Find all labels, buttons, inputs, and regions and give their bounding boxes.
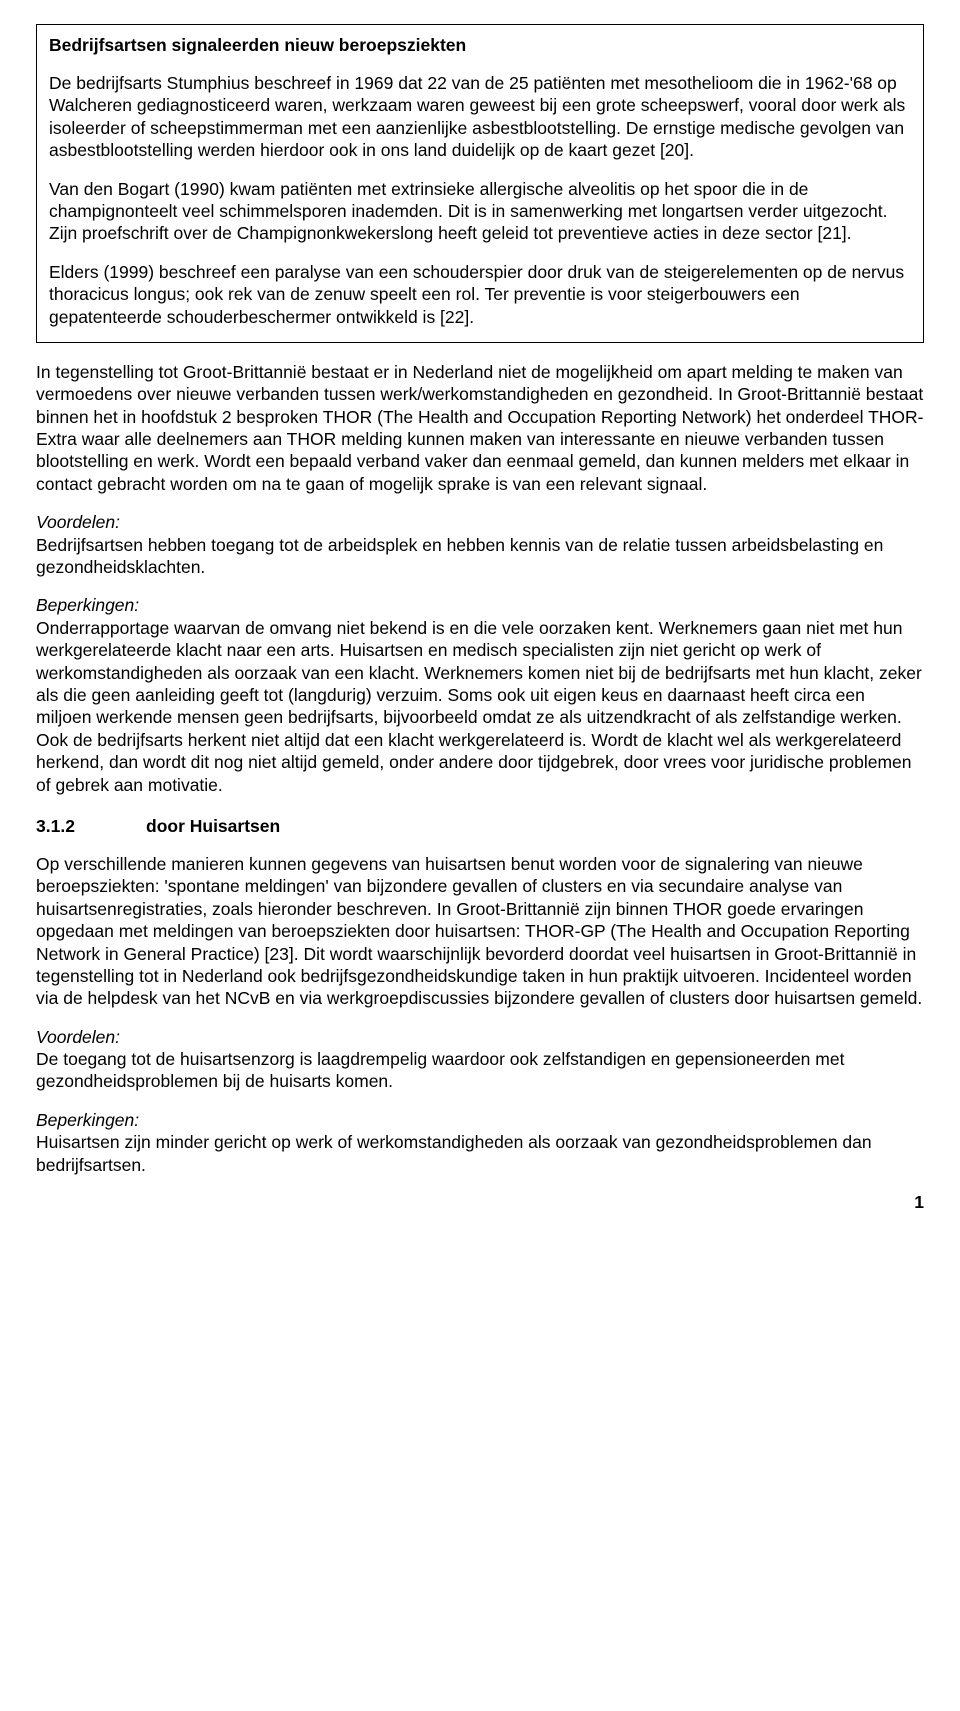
beperkingen-label: Beperkingen:: [36, 1109, 924, 1131]
voordelen-text: Bedrijfsartsen hebben toegang tot de arb…: [36, 534, 924, 579]
voordelen-label: Voordelen:: [36, 511, 924, 533]
callout-box: Bedrijfsartsen signaleerden nieuw beroep…: [36, 24, 924, 343]
document-page: Bedrijfsartsen signaleerden nieuw beroep…: [0, 0, 960, 1237]
beperkingen-text: Onderrapportage waarvan de omvang niet b…: [36, 617, 924, 796]
section-number: 3.1.2: [36, 816, 146, 837]
box-paragraph: Elders (1999) beschreef een paralyse van…: [49, 261, 911, 328]
voordelen-text: De toegang tot de huisartsenzorg is laag…: [36, 1048, 924, 1093]
section-paragraph: Op verschillende manieren kunnen gegeven…: [36, 853, 924, 1010]
beperkingen-label: Beperkingen:: [36, 594, 924, 616]
section-heading: 3.1.2door Huisartsen: [36, 816, 924, 837]
page-number: 1: [36, 1192, 924, 1213]
body-paragraph: In tegenstelling tot Groot-Brittannië be…: [36, 361, 924, 495]
beperkingen-text: Huisartsen zijn minder gericht op werk o…: [36, 1131, 924, 1176]
box-paragraph: De bedrijfsarts Stumphius beschreef in 1…: [49, 72, 911, 162]
voordelen-label: Voordelen:: [36, 1026, 924, 1048]
box-paragraph: Van den Bogart (1990) kwam patiënten met…: [49, 178, 911, 245]
section-title: door Huisartsen: [146, 816, 280, 836]
box-title: Bedrijfsartsen signaleerden nieuw beroep…: [49, 35, 911, 56]
